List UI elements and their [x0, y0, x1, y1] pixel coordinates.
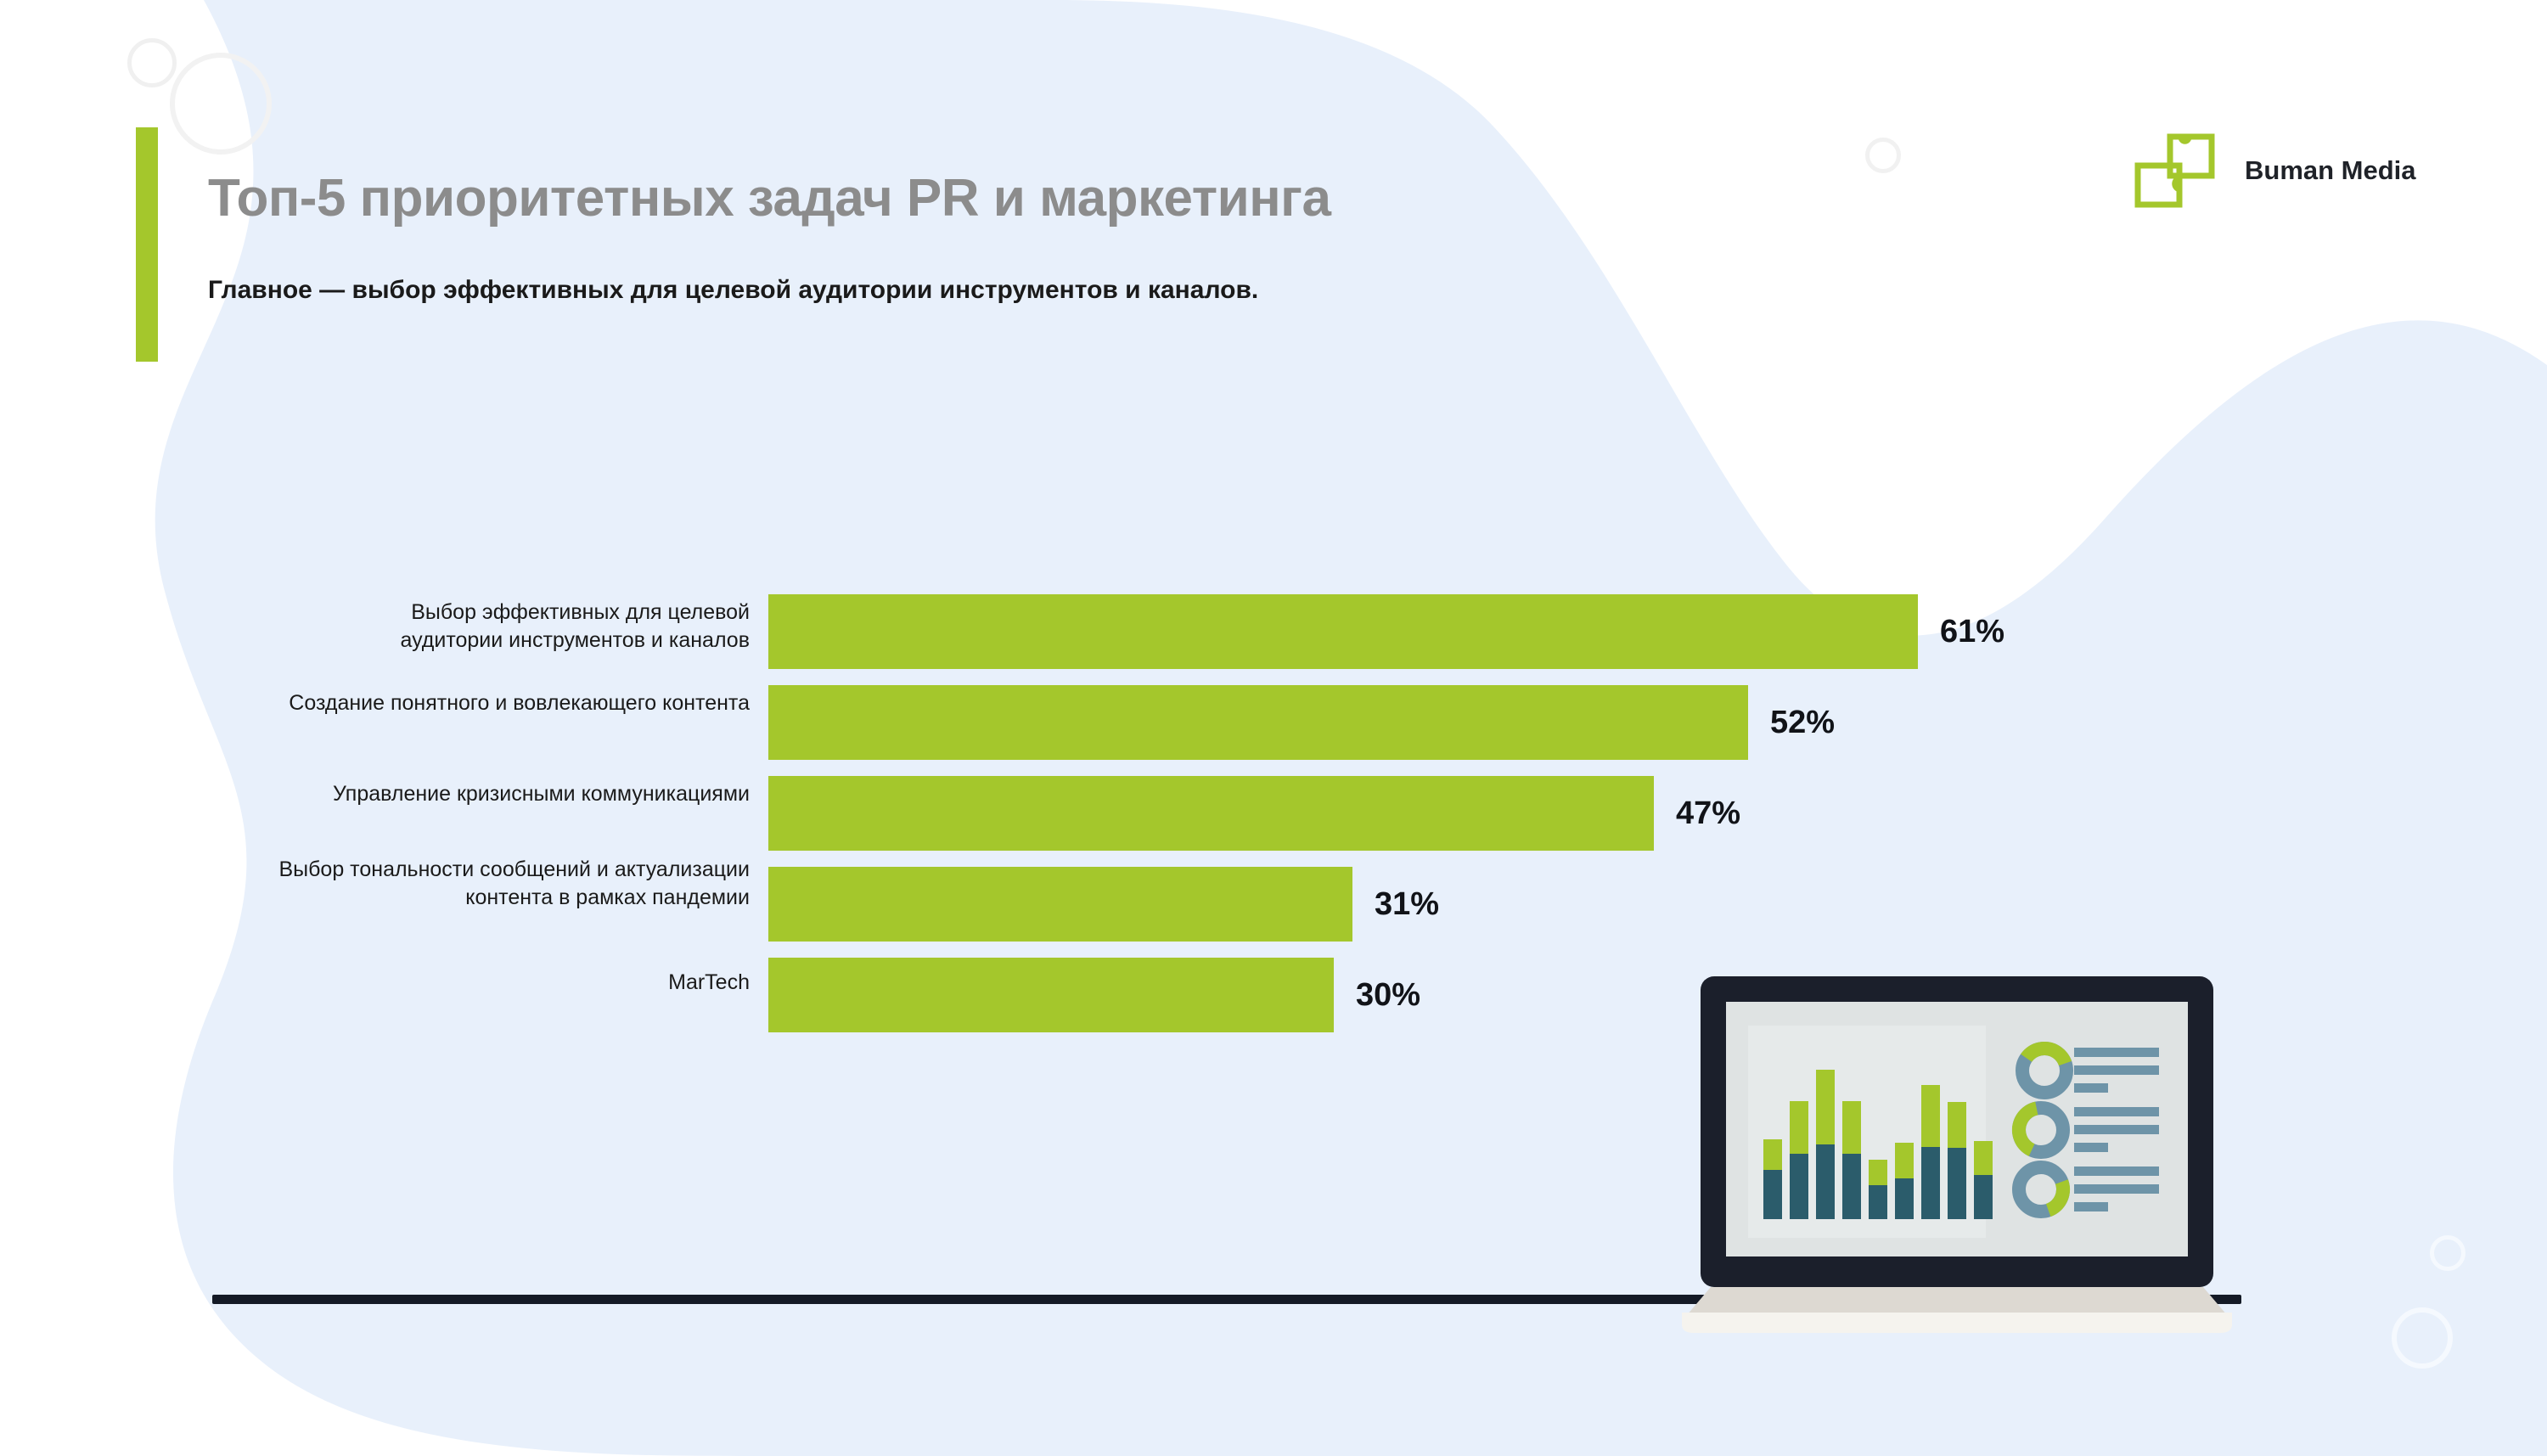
brand-logo-text: Buman Media: [2245, 155, 2416, 185]
bar-category-label: Управление кризисными коммуникациями: [155, 780, 750, 808]
text-line: [2074, 1202, 2108, 1211]
bar-category-label-line: аудитории инструментов и каналов: [400, 628, 750, 653]
bar-category-label-line: Управление кризисными коммуникациями: [333, 782, 750, 806]
bar-category-label-line: Создание понятного и вовлекающего контен…: [289, 691, 750, 715]
decor-ring-bottomright-large: [2392, 1307, 2453, 1369]
bar-segment: [768, 776, 1654, 851]
bar-category-label: Выбор тональности сообщений и актуализац…: [155, 856, 750, 913]
donut-chart-icon: [2012, 1161, 2070, 1218]
bar-value-label: 31%: [1375, 886, 1440, 922]
bar-category-label-line: контента в рамках пандемии: [465, 885, 750, 910]
text-line: [2074, 1107, 2159, 1116]
bar-segment: [768, 958, 1334, 1032]
bar-category-label: MarTech: [155, 969, 750, 997]
decor-ring-small-topleft: [127, 38, 177, 87]
page-title: Топ-5 приоритетных задач PR и маркетинга: [208, 169, 1331, 228]
bar-value-label: 61%: [1940, 614, 2005, 649]
bar-segment: [768, 685, 1748, 760]
bar-category-label-line: Выбор эффективных для целевой: [411, 600, 750, 624]
bar-category-label: Создание понятного и вовлекающего контен…: [155, 689, 750, 717]
bar-segment: [768, 867, 1352, 942]
bar-value-label: 52%: [1770, 705, 1836, 740]
buman-logo-mark-icon: [2134, 133, 2215, 208]
text-line: [2074, 1166, 2159, 1176]
title-accent-bar: [136, 127, 158, 362]
text-line: [2074, 1083, 2108, 1093]
bar-segment: [768, 594, 1918, 669]
brand-logo: Buman Media: [2131, 132, 2416, 210]
text-line: [2074, 1143, 2108, 1152]
text-line: [2074, 1065, 2159, 1075]
page-subtitle: Главное — выбор эффективных для целевой …: [208, 276, 1259, 304]
decor-ring-topright: [1865, 138, 1901, 173]
bar-category-label: Выбор эффективных для целевой аудитории …: [155, 599, 750, 655]
text-line: [2074, 1184, 2159, 1194]
text-line: [2074, 1125, 2159, 1134]
bar-value-label: 30%: [1356, 977, 1421, 1013]
mini-bar-chart: [1763, 1070, 1993, 1219]
donut-chart-icon: [2016, 1042, 2074, 1099]
bar-category-label-line: MarTech: [668, 970, 750, 994]
donut-chart-icon: [2012, 1101, 2070, 1159]
baseline-rule: [212, 1295, 2241, 1304]
decor-ring-bottomright-small: [2430, 1235, 2465, 1271]
text-line: [2074, 1048, 2159, 1057]
bar-value-label: 47%: [1676, 795, 1741, 831]
bar-category-label-line: Выбор тональности сообщений и актуализац…: [278, 857, 750, 881]
decor-ring-large-topleft: [170, 53, 272, 155]
laptop-illustration: [1682, 976, 2232, 1333]
